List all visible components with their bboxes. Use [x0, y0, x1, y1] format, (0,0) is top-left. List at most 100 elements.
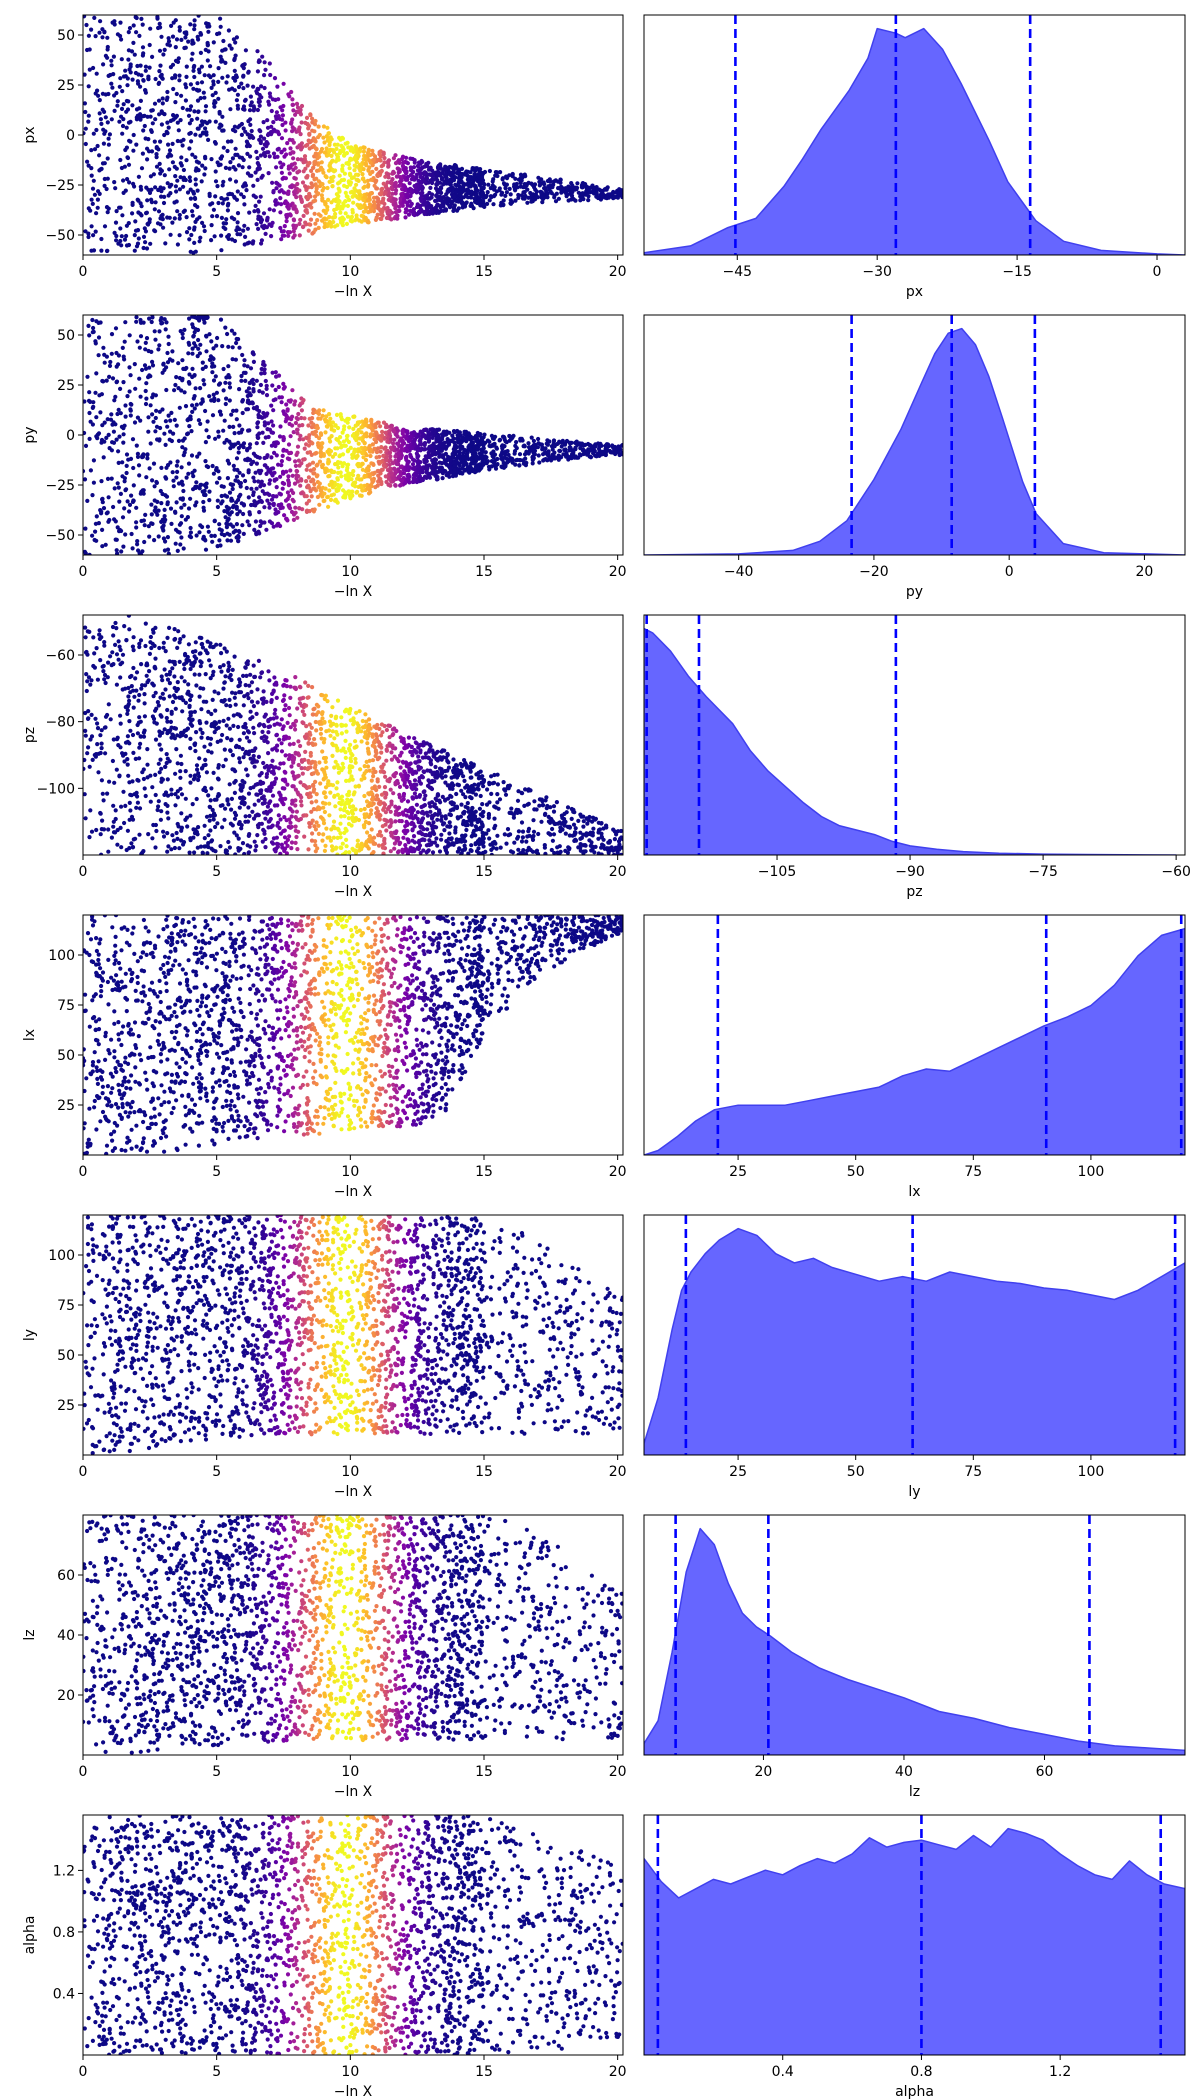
scatter-point	[165, 120, 170, 125]
scatter-point	[83, 109, 88, 115]
scatter-point	[561, 187, 566, 192]
scatter-point	[195, 116, 200, 121]
scatter-point	[244, 139, 249, 144]
scatter-point	[506, 452, 511, 457]
scatter-point	[255, 177, 260, 182]
scatter-point	[258, 134, 263, 139]
scatter-point	[217, 522, 222, 527]
scatter-point	[290, 388, 295, 393]
scatter-point	[279, 202, 284, 207]
scatter-point	[251, 239, 256, 244]
scatter-point	[299, 478, 304, 483]
scatter-point	[213, 374, 218, 379]
scatter-point	[170, 220, 175, 225]
scatter-point	[238, 484, 243, 489]
scatter-point	[187, 175, 192, 180]
scatter-point	[320, 462, 325, 467]
scatter-point	[226, 236, 231, 241]
scatter-point	[251, 406, 256, 411]
scatter-point	[491, 449, 496, 454]
scatter-point	[178, 521, 184, 526]
scatter-point	[99, 248, 104, 253]
scatter-point	[148, 441, 153, 446]
scatter-point	[109, 58, 114, 63]
scatter-point	[203, 440, 208, 445]
scatter-point	[255, 49, 260, 54]
scatter-point	[221, 179, 226, 184]
scatter-point	[407, 199, 412, 204]
scatter-point	[165, 42, 170, 47]
scatter-point	[177, 28, 182, 33]
scatter-point	[490, 179, 495, 184]
scatter-point	[173, 174, 178, 179]
scatter-point	[257, 99, 262, 104]
scatter-point	[202, 95, 207, 100]
scatter-point	[324, 418, 329, 423]
scatter-point	[175, 548, 180, 554]
scatter-point	[126, 242, 132, 248]
scatter-point	[220, 183, 225, 188]
scatter-point	[115, 481, 120, 486]
scatter-point	[227, 385, 233, 390]
scatter-point	[436, 163, 441, 168]
scatter-point	[100, 496, 105, 501]
scatter-point	[193, 177, 198, 182]
scatter-point	[177, 73, 182, 78]
scatter-point	[335, 477, 340, 482]
scatter-point	[225, 538, 230, 543]
scatter-point	[159, 501, 164, 506]
scatter-point	[386, 159, 391, 164]
scatter-point	[328, 161, 333, 166]
scatter-point	[150, 121, 155, 126]
scatter-point	[255, 421, 260, 426]
scatter-point	[513, 198, 518, 203]
scatter-point	[179, 479, 184, 484]
scatter-point	[412, 437, 418, 442]
scatter-point	[280, 113, 285, 118]
scatter-point	[321, 135, 326, 140]
scatter-point	[374, 186, 380, 191]
scatter-point	[193, 155, 198, 160]
scatter-point	[239, 132, 244, 137]
scatter-point	[411, 430, 417, 435]
scatter-point	[344, 468, 349, 473]
scatter-point	[107, 517, 112, 523]
scatter-point	[126, 120, 132, 125]
scatter-point	[235, 211, 241, 216]
scatter-point	[192, 240, 197, 245]
scatter-point	[340, 135, 345, 140]
scatter-point	[530, 461, 535, 466]
scatter-point	[165, 215, 170, 220]
scatter-point	[126, 48, 131, 53]
scatter-point	[333, 423, 338, 428]
scatter-point	[422, 164, 427, 169]
scatter-point	[414, 190, 419, 195]
scatter-point	[359, 430, 364, 435]
scatter-point	[153, 76, 158, 82]
scatter-point	[278, 210, 283, 215]
scatter-point	[460, 435, 465, 440]
scatter-point	[550, 447, 555, 452]
scatter-point	[223, 221, 229, 226]
scatter-point	[177, 233, 182, 238]
scatter-point	[86, 163, 91, 168]
scatter-point	[345, 140, 350, 145]
scatter-point	[140, 22, 145, 27]
scatter-point	[250, 351, 255, 356]
scatter-point	[282, 224, 287, 229]
scatter-point	[272, 450, 277, 455]
scatter-point	[503, 439, 508, 444]
scatter-point	[336, 465, 341, 470]
scatter-point	[217, 381, 223, 386]
scatter-point	[424, 459, 429, 464]
scatter-point	[98, 117, 103, 122]
scatter-point	[410, 170, 416, 175]
scatter-point	[119, 234, 124, 239]
scatter-point	[373, 217, 378, 222]
scatter-point	[346, 478, 351, 483]
scatter-point	[302, 416, 307, 421]
scatter-point	[152, 101, 158, 106]
scatter-point	[183, 517, 188, 522]
scatter-point	[315, 425, 320, 431]
scatter-point	[348, 148, 353, 153]
